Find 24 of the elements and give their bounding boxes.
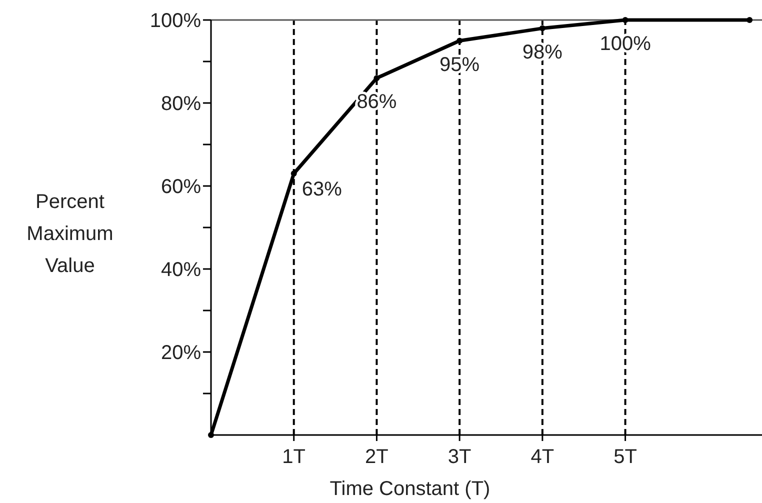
- point: [208, 432, 214, 438]
- point: [290, 170, 297, 177]
- point: [746, 17, 753, 23]
- x-axis-title: Time Constant (T): [330, 478, 490, 500]
- data-label: 86%: [356, 91, 397, 114]
- x-tick-label: 5T: [614, 446, 637, 468]
- x-tick-label: 4T: [530, 446, 554, 468]
- point: [374, 75, 380, 82]
- y-tick-label: 40%: [160, 259, 202, 281]
- y-tick-label: 80%: [160, 93, 202, 115]
- y-tick-label: 20%: [160, 342, 202, 364]
- x-tick-label: 2T: [365, 446, 388, 468]
- data-label: 95%: [440, 54, 480, 76]
- y-tick-label: 60%: [160, 176, 202, 198]
- point: [539, 25, 546, 32]
- x-tick-label: 3T: [448, 446, 472, 468]
- data-label: 63%: [302, 178, 342, 201]
- point: [622, 17, 628, 23]
- x-tick-label: 1T: [282, 446, 306, 468]
- point: [456, 38, 463, 44]
- y-tick-label: 100%: [150, 10, 202, 32]
- data-label: 98%: [522, 41, 563, 64]
- y-axis-title: Percent Maximum Value: [26, 191, 114, 277]
- data-label: 100%: [600, 33, 652, 55]
